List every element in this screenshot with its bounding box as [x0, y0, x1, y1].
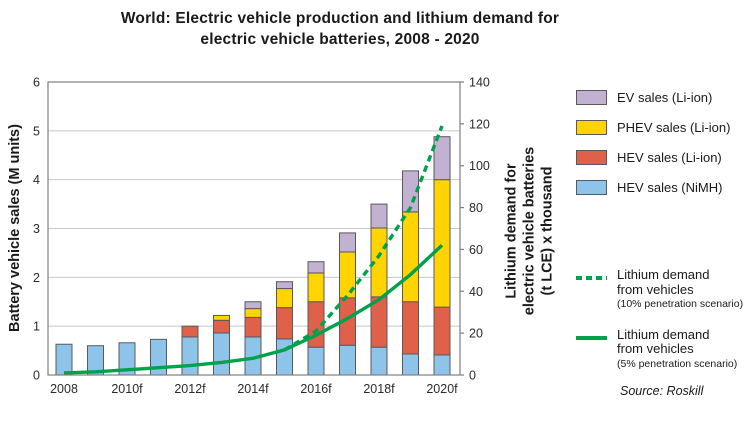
- right-tick-label: 120: [469, 117, 490, 131]
- bar-segment: [307, 346, 325, 376]
- right-tick-label: 40: [469, 285, 483, 299]
- legend-item-lithium-10pct: Lithium demand from vehicles (10% penetr…: [576, 267, 748, 312]
- legend-label-phev: PHEV sales (Li-ion): [617, 120, 731, 135]
- right-axis-label-line3: (t LCE) x thousand: [539, 166, 556, 296]
- legend-item-lithium-5pct: Lithium demand from vehicles (5% penetra…: [576, 326, 748, 372]
- lithium10-line1: Lithium demand: [617, 267, 710, 282]
- bar-segment: [276, 281, 293, 290]
- left-axis-label: Battery vehicle sales (M units): [7, 124, 23, 332]
- right-tick-label: 20: [469, 327, 483, 341]
- lithium5-line1: Lithium demand: [617, 326, 710, 342]
- bar-segment: [339, 232, 356, 253]
- x-tick-label: 2008: [50, 382, 78, 396]
- source-note: Source: Roskill: [620, 384, 704, 398]
- x-tick-label: 2010f: [111, 382, 143, 396]
- bar-segment: [276, 338, 293, 376]
- plot-frame: [47, 81, 461, 376]
- right-axis-label: Lithium demand for electric vehicle batt…: [503, 85, 559, 378]
- lithium5-note: (5% penetration scenario): [617, 357, 738, 370]
- right-tick-label: 100: [469, 159, 490, 173]
- right-axis-label-line2: electric vehicle batteries: [521, 146, 538, 316]
- x-axis-ticks: 2008 2010f 2012f 2014f 2016f 2018f 2020f: [50, 382, 458, 396]
- solid-line-icon: [576, 335, 607, 340]
- legend-label-lithium-5pct: Lithium demand from vehicles (5% penetra…: [617, 326, 738, 372]
- bar-segment: [55, 343, 73, 376]
- bar-segment: [402, 353, 419, 376]
- hev-nimh-swatch-icon: [576, 180, 607, 195]
- legend-label-ev: EV sales (Li-ion): [617, 90, 713, 105]
- left-tick-label: 5: [33, 124, 40, 138]
- bar-segment: [370, 203, 388, 229]
- x-tick-label: 2018f: [363, 382, 395, 396]
- legend-item-phev: PHEV sales (Li-ion): [576, 120, 748, 135]
- left-tick-label: 4: [33, 173, 40, 187]
- bar-segment: [276, 307, 293, 340]
- bar-segment: [433, 179, 451, 308]
- right-axis-ticks: 0 20 40 60 80 100 120 140: [460, 76, 490, 383]
- demand-lines: [63, 125, 444, 375]
- left-tick-label: 3: [33, 222, 40, 236]
- left-tick-label: 1: [33, 320, 40, 334]
- ev-swatch-icon: [576, 90, 607, 105]
- bar-segment: [433, 354, 451, 376]
- left-axis-ticks: 0 1 2 3 4 5 6: [33, 76, 40, 383]
- lithium10-line2: from vehicles: [617, 281, 694, 297]
- demand-line-solid: [63, 243, 444, 375]
- right-tick-label: 0: [469, 369, 476, 383]
- chart-title-line2: electric vehicle batteries, 2008 - 2020: [200, 31, 480, 48]
- bar-segment: [213, 314, 230, 321]
- hev-liion-swatch-icon: [576, 150, 607, 165]
- x-tick-label: 2014f: [237, 382, 269, 396]
- bar-segment: [244, 308, 262, 318]
- right-tick-label: 140: [469, 76, 490, 90]
- bar-segment: [213, 319, 230, 334]
- bar-segment: [244, 301, 262, 310]
- left-tick-label: 6: [33, 76, 40, 90]
- lithium5-line2: from vehicles: [617, 341, 694, 356]
- bar-segment: [181, 325, 199, 338]
- legend-item-hev-nimh: HEV sales (NiMH): [576, 180, 748, 195]
- chart-title-line1: World: Electric vehicle production and l…: [120, 10, 560, 27]
- bar-segment: [307, 261, 325, 274]
- legend: EV sales (Li-ion) PHEV sales (Li-ion) HE…: [576, 90, 748, 387]
- bar-segment: [370, 346, 388, 376]
- bar-segment: [339, 344, 356, 376]
- legend-label-hev-liion: HEV sales (Li-ion): [617, 150, 722, 165]
- phev-swatch-icon: [576, 120, 607, 135]
- dashed-line-icon: [576, 276, 607, 280]
- x-tick-label: 2020f: [426, 382, 458, 396]
- bar-segment: [244, 316, 262, 338]
- right-tick-label: 80: [469, 201, 483, 215]
- right-tick-label: 60: [469, 243, 483, 257]
- bar-segment: [307, 272, 325, 303]
- bar-segment: [402, 301, 419, 355]
- stacked-bars: [55, 136, 451, 376]
- x-tick-label: 2016f: [300, 382, 332, 396]
- chart-title: World: Electric vehicle production and l…: [20, 8, 660, 50]
- bar-segment: [433, 306, 451, 356]
- gridlines: [48, 130, 460, 327]
- bar-segment: [213, 332, 230, 376]
- legend-item-hev-liion: HEV sales (Li-ion): [576, 150, 748, 165]
- x-tick-label: 2012f: [174, 382, 206, 396]
- bar-segment: [433, 136, 451, 181]
- legend-item-ev: EV sales (Li-ion): [576, 90, 748, 105]
- bar-segment: [402, 211, 419, 303]
- legend-label-hev-nimh: HEV sales (NiMH): [617, 180, 723, 195]
- lithium10-note: (10% penetration scenario): [617, 298, 744, 310]
- bar-segment: [276, 288, 293, 309]
- left-tick-label: 2: [33, 271, 40, 285]
- right-axis-label-line1: Lithium demand for: [503, 163, 520, 299]
- legend-label-lithium-10pct: Lithium demand from vehicles (10% penetr…: [617, 267, 744, 312]
- left-tick-label: 0: [33, 369, 40, 383]
- bar-segment: [181, 336, 199, 376]
